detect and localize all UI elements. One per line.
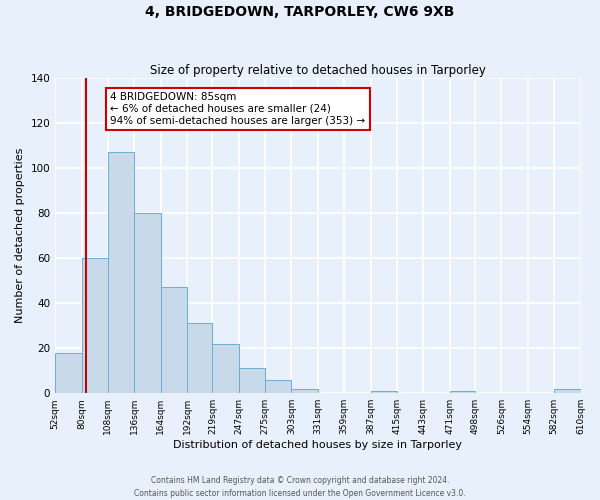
Bar xyxy=(82,258,108,393)
X-axis label: Distribution of detached houses by size in Tarporley: Distribution of detached houses by size … xyxy=(173,440,463,450)
Text: 4, BRIDGEDOWN, TARPORLEY, CW6 9XB: 4, BRIDGEDOWN, TARPORLEY, CW6 9XB xyxy=(145,5,455,19)
Bar xyxy=(449,391,475,393)
Bar xyxy=(239,368,265,393)
Bar xyxy=(371,391,397,393)
Bar xyxy=(554,388,581,393)
Bar xyxy=(134,213,161,393)
Text: 4 BRIDGEDOWN: 85sqm
← 6% of detached houses are smaller (24)
94% of semi-detache: 4 BRIDGEDOWN: 85sqm ← 6% of detached hou… xyxy=(110,92,365,126)
Y-axis label: Number of detached properties: Number of detached properties xyxy=(15,148,25,324)
Bar xyxy=(265,380,292,393)
Bar xyxy=(161,288,187,393)
Bar xyxy=(108,152,134,393)
Bar xyxy=(55,352,82,393)
Title: Size of property relative to detached houses in Tarporley: Size of property relative to detached ho… xyxy=(150,64,486,77)
Bar xyxy=(292,388,318,393)
Bar xyxy=(187,324,212,393)
Text: Contains HM Land Registry data © Crown copyright and database right 2024.
Contai: Contains HM Land Registry data © Crown c… xyxy=(134,476,466,498)
Bar xyxy=(212,344,239,393)
